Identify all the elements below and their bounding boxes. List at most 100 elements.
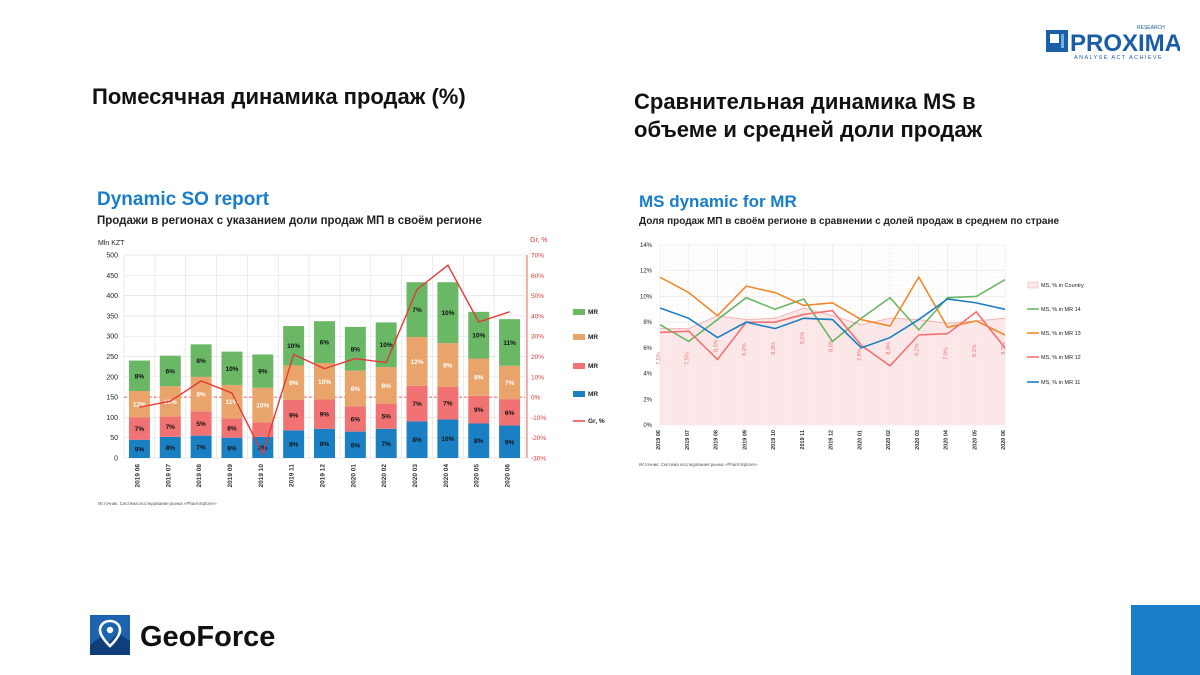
chart1-y2-tick: 70% [531,253,544,260]
chart1-data-label: 8% [289,442,299,449]
chart1-y-tick: 200 [106,374,118,381]
chart1-y2-tick: 40% [531,313,544,320]
chart1-data-label: 5% [196,421,206,428]
chart1-y2-tick: -20% [531,435,546,442]
chart1-data-label: 8% [381,383,391,390]
chart1-data-label: 8% [320,441,330,448]
chart1-data-label: 8% [443,363,453,370]
chart1-bar-segment [468,311,490,359]
proxima-wordmark: PROXIMA [1070,30,1180,57]
chart2-country-area: 7,5% 7,5% 8,5% 8,2% 8,3% 9,1% 8,5% 7,8% 8,3% 8,2%… [656,248,1007,425]
chart1-x-tick: 2020 03 [412,464,419,488]
chart1-x-tick: 2020 06 [505,464,512,488]
chart2-area-label: 7,8% [857,348,863,361]
chart1-data-label: 10% [441,436,454,443]
chart1-y2-tick: -10% [531,415,546,422]
chart2-x-tick: 2020 03 [915,430,921,450]
chart2-y-tick: 14% [640,243,653,249]
map-pin-icon [90,615,130,655]
chart1-y2-tick: 30% [531,334,544,341]
chart1-bar-segment [375,428,397,458]
chart2-area-label: 8,2% [915,343,921,356]
chart1-bar-segment [190,411,212,436]
chart1-bar-segment [159,355,181,387]
chart1-legend-swatch [573,363,585,369]
chart2-y-tick: 4% [643,372,652,378]
chart1-y-tick: 400 [106,293,118,300]
chart1-data-label: 6% [505,410,515,417]
chart1-bar-segment [221,384,243,419]
chart1-data-label: 10% [164,399,177,406]
chart1-title: Dynamic SO report [97,189,270,210]
chart1-x-tick: 2019 08 [196,464,203,488]
proxima-tagline: ANALYSE ACT ACHIEVE [1074,55,1163,61]
chart1-source: Источник: Система исследования рынка «Ph… [98,501,217,506]
chart1-x-tick: 2019 09 [227,464,234,488]
chart1-y2label: Gr, % [530,237,548,244]
chart1-legend-label: MR [588,363,598,370]
chart1-data-label: 8% [351,346,361,353]
chart1-data-label: 12% [133,402,146,409]
chart1-bar-segment [468,395,490,424]
chart1-data-label: 11% [226,399,239,406]
chart1-x-tick: 2019 10 [258,464,265,488]
chart1-data-label: 7% [443,401,453,408]
chart1-data-label: 12% [411,359,424,366]
chart1-bar-segment [221,437,243,458]
chart1-bar-segment [159,436,181,458]
right-slide-heading: Сравнительная динамика MS в объеме и сре… [634,88,982,144]
chart1-data-label: 10% [441,310,454,317]
chart1-data-label: 8% [166,445,176,452]
chart2-x-tick: 2019 06 [656,430,662,450]
chart1-data-label: 7% [381,441,391,448]
chart1-bar-segment [128,417,150,440]
chart1-bar-segment [437,282,459,344]
chart1-data-label: 6% [320,340,330,347]
chart1-x-tick: 2020 01 [350,464,357,488]
chart2-subtitle: Доля продаж МП в своём регионе в сравнен… [639,216,1060,227]
chart2-y-tick: 2% [643,397,652,403]
chart1-bar-segment [437,343,459,387]
chart2-x-axis: 2019 06 2019 07 2019 08 2019 09 2019 10 2019 … [656,429,1007,450]
corner-accent-block [1131,605,1200,675]
chart2-area-label: 7,9% [944,347,950,360]
chart1-data-label: 5% [381,414,391,421]
chart1-x-axis: 2019 06 2019 07 2019 08 2019 09 2019 10 2019 … [134,464,511,488]
chart2-series-line [659,298,1006,349]
chart1-legend-label: Gr, % [588,418,605,425]
dynamic-so-report-chart: Dynamic SO report Продажи в регионах с у… [97,189,605,506]
chart1-bar-segment [344,431,366,458]
geoforce-logo: GeoForce [90,615,275,655]
chart2-area-label: 9,1% [800,332,806,345]
chart1-y2-tick: 10% [531,374,544,381]
chart1-growth-polyline [139,264,510,456]
chart2-y-tick: 12% [640,269,653,275]
right-heading-line2: объеме и средней доли продаж [634,117,983,142]
chart1-x-tick: 2020 04 [443,464,450,488]
chart1-bar-segment [499,319,521,366]
chart1-bar-segment [128,439,150,458]
chart1-bar-segment [221,351,243,385]
chart1-bar-segment [128,360,150,392]
chart2-x-tick: 2019 12 [829,430,835,450]
chart1-data-label: 8% [196,358,206,365]
chart1-bar-segment [252,422,274,437]
chart2-x-tick: 2019 08 [714,430,720,450]
chart1-bar-segment [406,337,428,386]
right-heading-line1: Сравнительная динамика MS в [634,89,976,114]
chart1-bar-segment [406,385,428,422]
ms-dynamic-chart: MS dynamic for MR Доля продаж МП в своём… [639,192,1084,467]
chart1-y-axis: 0 50 100 150 200 250 300 350 400 450 500 [106,253,118,463]
chart1-y-tick: 450 [106,273,118,280]
chart1-bar-segment [221,418,243,438]
chart1-bar-segment [159,416,181,437]
chart1-data-label: 8% [227,425,237,432]
chart1-data-label: 10% [287,343,300,350]
chart1-data-label: 8% [351,386,361,393]
chart2-x-tick: 2019 07 [685,430,691,450]
chart1-bar-segment [406,421,428,458]
chart1-bar-segment [314,321,335,363]
chart1-data-label: 7% [505,380,515,387]
chart1-bar-segment [468,423,490,458]
chart1-bar-segment [314,428,335,458]
